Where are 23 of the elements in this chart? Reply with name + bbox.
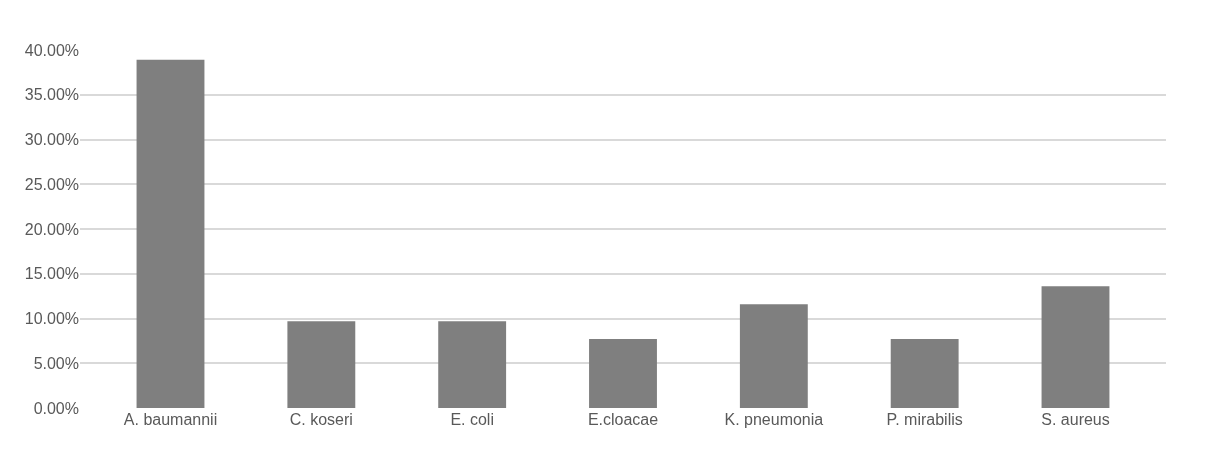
x-tick-label: A. baumannii (123, 411, 218, 428)
y-tick-label: 20.00% (24, 220, 79, 238)
y-tick-label: 25.00% (24, 175, 79, 193)
y-tick-label: 10.00% (24, 310, 79, 328)
bar (890, 339, 959, 408)
x-tick-label: E. coli (450, 411, 494, 428)
x-tick-label: E.cloacae (587, 411, 659, 428)
y-tick-label: 40.00% (24, 41, 79, 59)
y-tick-label: 15.00% (24, 265, 79, 283)
bar (589, 339, 657, 408)
bar (739, 304, 808, 408)
y-tick-label: 35.00% (24, 86, 79, 104)
bar (136, 59, 205, 408)
x-tick-label: P. mirabilis (886, 411, 963, 428)
x-tick-label: K. pneumonia (724, 411, 824, 428)
x-tick-label: C. koseri (289, 411, 353, 428)
y-tick-label: 0.00% (33, 399, 79, 417)
bar (1041, 286, 1110, 408)
y-tick-label: 30.00% (24, 131, 79, 149)
x-tick-label: S. aureus (1041, 411, 1110, 428)
bar (438, 321, 507, 408)
y-tick-label: 5.00% (33, 354, 79, 372)
bar (287, 321, 356, 408)
